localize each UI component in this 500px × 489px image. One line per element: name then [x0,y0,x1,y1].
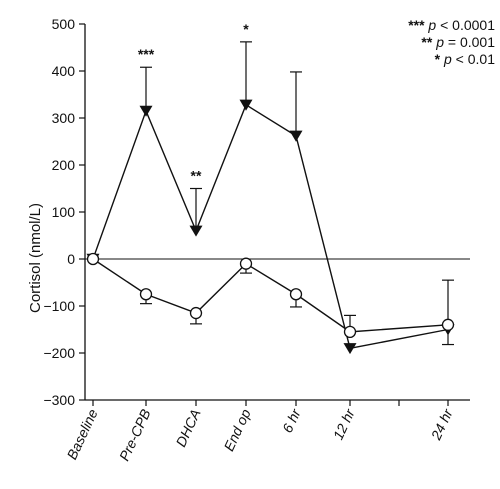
x-axis-ticks: Baseline Pre-CPB DHCA End op 6 hr 12 hr 24 hr [64,400,456,464]
series-1: ****** [86,21,455,355]
data-point-circle [343,325,357,339]
y-tick-label: 300 [52,110,76,126]
legend-entry: *** p < 0.0001 [408,17,495,33]
y-tick-label: −300 [43,392,75,408]
y-tick-label: −200 [43,345,75,361]
data-point-triangle [239,99,253,111]
x-tick-label: End op [220,406,253,453]
legend-entry: ** p = 0.001 [421,34,495,50]
x-tick-label: 6 hr [279,405,304,435]
data-point-circle [139,288,153,301]
axes [84,24,470,401]
data-point-triangle [289,130,303,142]
significance-marker: * [243,21,249,37]
legend: *** p < 0.0001** p = 0.001* p < 0.01 [408,17,495,67]
data-point-circle [289,288,303,301]
x-tick-label: Pre-CPB [116,407,154,464]
y-axis-label: Cortisol (nmol/L) [27,203,44,313]
series-layer: ****** [86,21,455,355]
x-tick-label: DHCA [172,407,203,450]
y-axis-ticks: 500 400 300 200 100 0 −100 −200 −300 [43,16,85,408]
data-point-circle [239,257,253,270]
series-2 [86,252,455,339]
data-point-triangle [189,225,203,237]
y-tick-label: −100 [43,298,75,314]
data-point-triangle [343,343,357,355]
x-tick-label: 12 hr [330,405,359,442]
y-tick-label: 200 [52,157,76,173]
x-tick-label: 24 hr [427,405,456,443]
x-tick-label: Baseline [64,406,101,462]
significance-marker: ** [191,168,202,184]
significance-marker: *** [138,46,155,62]
data-point-circle [189,306,203,320]
data-point-triangle [139,105,153,117]
data-point-circle [441,318,455,331]
series-line [92,103,449,350]
data-point-circle [86,252,100,266]
y-tick-label: 500 [52,16,76,32]
y-tick-label: 0 [67,251,75,267]
y-tick-label: 400 [52,63,76,79]
y-tick-label: 100 [52,204,76,220]
legend-entry: * p < 0.01 [435,51,496,67]
